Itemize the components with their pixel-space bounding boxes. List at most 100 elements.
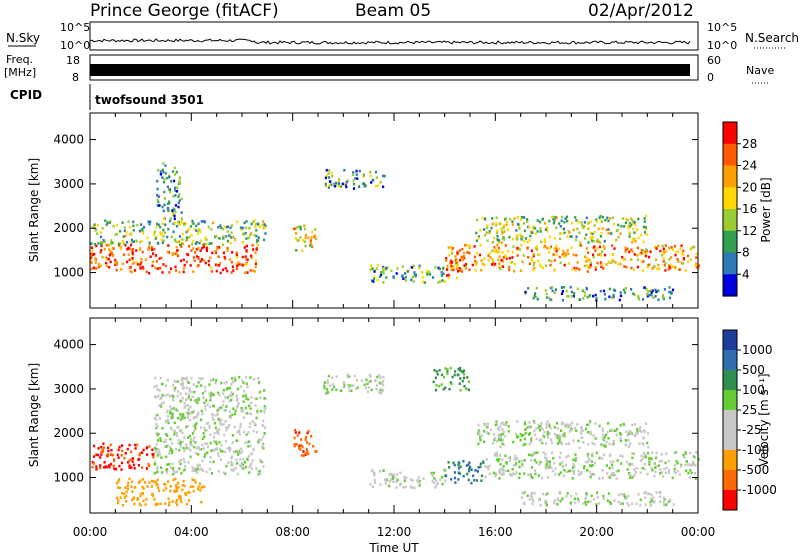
velocity-colorbar-tick-label: 25 xyxy=(742,403,757,417)
velocity-colorbar-tick-label: -1000 xyxy=(742,483,777,497)
power-colorbar-tick-label: 8 xyxy=(742,246,750,260)
power-colorbar-swatch xyxy=(723,274,737,297)
frequency-band xyxy=(90,64,690,76)
station-title: Prince George (fitACF) xyxy=(90,1,279,21)
velocity_panel-region-8 xyxy=(484,451,700,480)
power-colorbar-tick-label: 12 xyxy=(742,224,757,238)
noise-right-tick-bottom: 10^0 xyxy=(707,39,737,52)
velocity-colorbar-tick-label: 500 xyxy=(742,363,765,377)
power-colorbar-swatch xyxy=(723,165,737,188)
power_panel-region-9 xyxy=(524,285,675,302)
velocity_panel-region-9 xyxy=(476,420,650,450)
velocity-y-axis-label: Slant Range [km] xyxy=(27,363,41,467)
velocity_panel-region-0 xyxy=(91,442,155,471)
power_panel-region-0 xyxy=(90,243,260,275)
power-colorbar-swatch xyxy=(723,252,737,275)
x-tick-label: 16:00 xyxy=(478,525,513,539)
power_panel-region-1 xyxy=(90,219,267,247)
velocity-colorbar-tick-label: 100 xyxy=(742,383,765,397)
velocity-colorbar-frame xyxy=(722,329,738,511)
velocity-colorbar: 1000 500 100 25 -25 -100 -500 -1000 Velocity [m… xyxy=(722,329,777,511)
power-colorbar: 28 24 20 16 12 8 4 Power [dB] xyxy=(722,121,773,297)
power-colorbar-swatch xyxy=(723,230,737,254)
noise-panel: N.Sky 10^5 10^0 10^5 10^0 N.Search xyxy=(6,21,799,52)
power_panel-region-8 xyxy=(475,214,648,245)
power_panel-region-5 xyxy=(369,264,446,284)
noise-right-label: N.Search xyxy=(745,31,799,45)
power-colorbar-tick-label: 24 xyxy=(742,159,757,173)
velocity-colorbar-swatch xyxy=(723,450,737,471)
velocity_panel-region-10 xyxy=(520,490,675,507)
y-tick-label: 1000 xyxy=(53,471,84,485)
velocity-colorbar-tick-label: 1000 xyxy=(742,343,773,357)
velocity-panel: 1000 2000 3000 4000 00:00 04:00 08:00 12:00 16:… xyxy=(27,317,716,554)
velocity_panel-region-3 xyxy=(293,428,318,457)
frequency-tick-top: 18 xyxy=(66,54,80,67)
beam-title: Beam 05 xyxy=(355,1,431,21)
nave-label: Nave xyxy=(746,64,774,77)
velocity-colorbar-swatch xyxy=(723,410,737,431)
velocity-colorbar-swatch xyxy=(723,490,737,511)
power_panel-region-3 xyxy=(292,224,318,252)
y-tick-label: 2000 xyxy=(53,426,84,440)
nave-tick-top: 60 xyxy=(707,54,721,67)
velocity_panel-region-6 xyxy=(432,366,471,392)
velocity-colorbar-swatch xyxy=(723,350,737,371)
power-y-ticks: 1000 2000 3000 4000 xyxy=(53,133,698,280)
velocity-colorbar-swatch xyxy=(723,370,737,391)
power-y-axis-label: Slant Range [km] xyxy=(27,158,41,262)
date-title: 02/Apr/2012 xyxy=(588,1,694,21)
x-tick-label: 00:00 xyxy=(73,525,108,539)
y-tick-label: 3000 xyxy=(53,177,84,191)
noise-right-tick-top: 10^5 xyxy=(707,21,737,34)
velocity_panel-region-4 xyxy=(323,373,385,395)
power-colorbar-swatch xyxy=(723,209,737,232)
power-colorbar-swatch xyxy=(723,187,737,210)
frequency-label-bottom: [MHz] xyxy=(4,66,36,79)
y-tick-label: 3000 xyxy=(53,382,84,396)
velocity_panel-region-5 xyxy=(369,468,447,489)
power-colorbar-label: Power [dB] xyxy=(759,177,773,242)
velocity-colorbar-tick-label: -500 xyxy=(742,463,769,477)
power-colorbar-tick-label: 28 xyxy=(742,137,757,151)
velocity_panel-region-2 xyxy=(153,375,267,476)
frequency-panel: Freq. [MHz] 18 8 60 0 Nave xyxy=(4,53,774,84)
nave-tick-bottom: 0 xyxy=(707,71,714,84)
velocity-colorbar-swatch xyxy=(723,470,737,491)
power-colorbar-tick-label: 4 xyxy=(742,267,750,281)
velocity-colorbar-tick-label: -100 xyxy=(742,443,769,457)
x-tick-label: 00:00 xyxy=(681,525,716,539)
noise-sky-series xyxy=(89,38,691,45)
velocity-y-ticks: 1000 2000 3000 4000 xyxy=(53,338,698,485)
velocity-colorbar-tick-label: -25 xyxy=(742,423,762,437)
y-tick-label: 2000 xyxy=(53,221,84,235)
power_panel-region-2 xyxy=(156,162,183,221)
velocity_panel-region-1 xyxy=(115,477,206,507)
power-x-ticks xyxy=(89,113,699,308)
power-panel: 1000 2000 3000 4000 Slant Range [km] xyxy=(27,112,701,309)
power-colorbar-tick-label: 16 xyxy=(742,202,757,216)
velocity-colorbar-label: Velocity [m s⁻¹] xyxy=(757,373,771,466)
cpid-label: CPID xyxy=(10,88,42,102)
velocity-scatter xyxy=(91,366,700,507)
velocity-x-ticks: 00:00 04:00 08:00 12:00 16:00 20:00 00:00 xyxy=(73,318,716,539)
velocity-colorbar-swatch xyxy=(723,430,737,451)
noise-left-label: N.Sky xyxy=(6,31,40,45)
frequency-label-top: Freq. xyxy=(6,53,33,66)
power_panel-region-7 xyxy=(444,243,701,273)
power-colorbar-tick-label: 20 xyxy=(742,180,757,194)
velocity_panel-region-7 xyxy=(445,459,485,485)
y-tick-label: 4000 xyxy=(53,338,84,352)
power-scatter xyxy=(90,162,701,302)
frequency-tick-bottom: 8 xyxy=(72,71,79,84)
x-axis-label: Time UT xyxy=(368,541,419,554)
y-tick-label: 4000 xyxy=(53,133,84,147)
y-tick-label: 1000 xyxy=(53,266,84,280)
x-tick-label: 12:00 xyxy=(377,525,412,539)
cpid-panel: CPID twofsound 3501 xyxy=(10,84,204,110)
x-tick-label: 08:00 xyxy=(275,525,310,539)
noise-panel-frame xyxy=(89,21,699,51)
velocity-colorbar-swatch xyxy=(723,390,737,411)
power-colorbar-swatch xyxy=(723,122,737,145)
